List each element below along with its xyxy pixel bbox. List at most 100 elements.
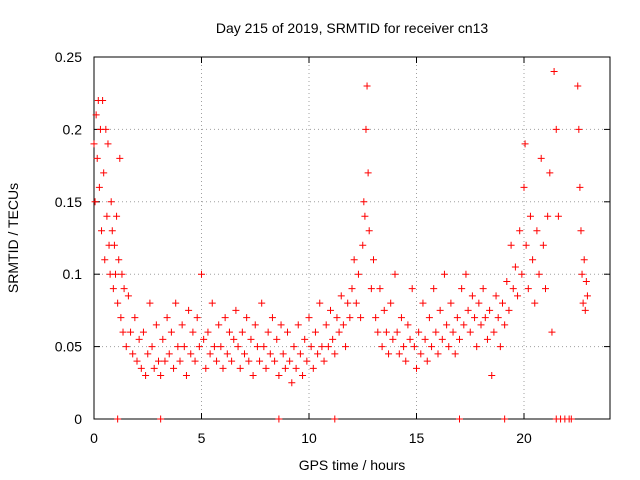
data-point [103,212,111,220]
data-point [318,343,326,351]
data-point [582,277,590,285]
data-point [344,299,352,307]
data-point [537,154,545,162]
data-point [91,198,99,206]
data-point [486,306,494,314]
data-point [217,343,225,351]
data-point [408,285,416,293]
data-point [117,314,125,322]
data-point [245,357,253,365]
data-point [273,335,281,343]
data-point [225,328,233,336]
data-point [247,335,255,343]
data-point [112,270,119,278]
data-point [178,321,186,329]
data-point [380,306,388,314]
data-point [453,314,461,322]
data-point [322,321,330,329]
data-point [124,292,132,300]
data-point [539,241,547,249]
data-point [395,350,403,358]
data-point [253,343,261,351]
data-point [490,328,498,336]
data-point [385,350,393,358]
data-point [350,256,358,264]
data-point [129,350,137,358]
data-point [268,314,276,322]
data-point [275,372,283,380]
data-point [520,183,528,191]
data-point [370,256,377,264]
data-point [483,335,491,343]
y-tick-label: 0.15 [55,194,82,210]
data-point [152,321,160,329]
data-point [213,357,221,365]
data-point [102,125,110,133]
axis-ticks: 0 5 10 15 20 0 0.05 0.1 0.15 0.2 0.25 [55,49,610,446]
data-point [477,321,485,329]
data-point [473,343,481,351]
data-point [479,285,487,293]
data-point [157,415,165,423]
data-point [567,415,575,423]
data-point [100,169,108,177]
data-point [292,364,300,372]
data-point [436,306,444,314]
data-point [499,299,506,307]
data-point [311,328,319,336]
grid [94,57,610,419]
data-point [114,415,122,423]
data-point [468,292,476,300]
data-point [576,183,584,191]
data-point [172,299,180,307]
data-point [157,372,165,380]
data-point [471,314,479,322]
data-point [363,82,371,90]
data-point [146,299,154,307]
data-point [400,343,408,351]
data-point [223,350,231,358]
data-point [524,285,532,293]
data-point [159,335,167,343]
data-point [580,256,588,264]
x-tick-label: 10 [301,430,317,446]
data-point [109,285,117,293]
data-point [206,350,214,358]
data-point [360,198,368,206]
data-point [127,328,135,336]
data-point [202,364,210,372]
data-point [92,111,100,119]
data-point [413,364,420,372]
data-point [210,343,218,351]
data-point [402,357,410,365]
data-point [335,328,343,336]
data-point [361,212,369,220]
data-point [95,183,103,191]
data-point [309,364,317,372]
x-tick-label: 15 [409,430,425,446]
data-point [496,343,504,351]
data-point [511,263,519,271]
x-axis-label: GPS time / hours [299,457,406,473]
data-point [161,357,169,365]
x-tick-label: 0 [90,430,98,446]
data-point [258,299,266,307]
data-point [215,321,223,329]
data-point [542,285,549,293]
data-point [182,372,190,380]
data-point [204,328,212,336]
data-point [114,299,122,307]
data-point [251,321,259,329]
chart-title: Day 215 of 2019, SRMTID for receiver cn1… [216,20,489,36]
data-point [447,299,455,307]
data-point [264,328,272,336]
data-point [307,343,315,351]
data-point [391,270,399,278]
data-point [331,415,339,423]
data-point [221,314,229,322]
data-point [200,335,208,343]
data-point [249,372,257,380]
data-point [314,350,322,358]
data-point [342,343,350,351]
data-point [135,335,143,343]
